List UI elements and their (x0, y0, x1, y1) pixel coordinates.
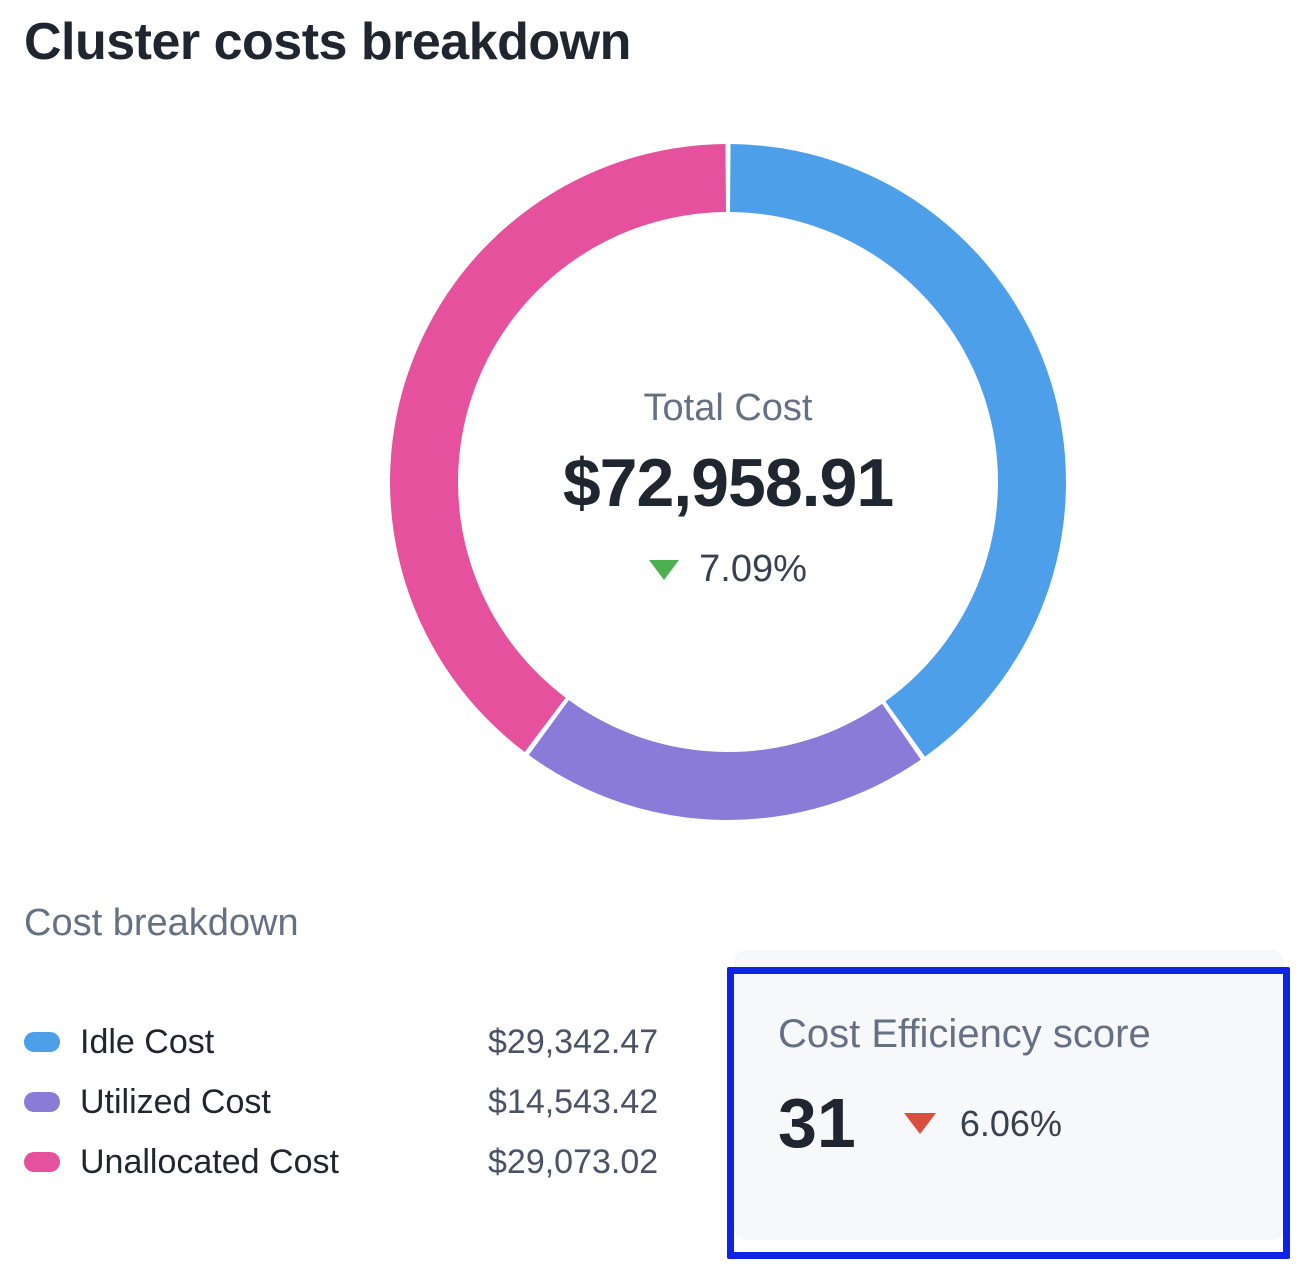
cost-efficiency-card[interactable]: Cost Efficiency score 31 6.06% (734, 950, 1284, 1240)
donut-segment-utilized-cost[interactable] (528, 700, 921, 820)
cost-efficiency-title: Cost Efficiency score (778, 1012, 1151, 1056)
cost-efficiency-score-row: 31 6.06% (778, 1084, 1284, 1162)
legend-row-idle-cost[interactable]: Idle Cost $29,342.47 (24, 1022, 704, 1062)
legend-label: Utilized Cost (80, 1082, 271, 1121)
cost-efficiency-change-value: 6.06% (959, 1102, 1062, 1144)
cost-breakdown-heading: Cost breakdown (24, 902, 299, 944)
donut-chart[interactable]: Total Cost $72,958.91 7.09% (388, 142, 1068, 822)
donut-segment-idle-cost[interactable] (730, 144, 1067, 757)
legend-swatch-icon (24, 1032, 60, 1052)
legend-list: Idle Cost $29,342.47 Utilized Cost $14,543.… (24, 1022, 704, 1202)
legend-row-utilized-cost[interactable]: Utilized Cost $14,543.42 (24, 1082, 704, 1122)
page-title: Cluster costs breakdown (24, 13, 631, 71)
legend-value: $29,342.47 (488, 1022, 659, 1061)
legend-value: $14,543.42 (488, 1082, 659, 1121)
legend-label: Unallocated Cost (80, 1142, 339, 1181)
legend-label: Idle Cost (80, 1022, 215, 1061)
legend-row-unallocated-cost[interactable]: Unallocated Cost $29,073.02 (24, 1142, 704, 1182)
donut-segment-unallocated-cost[interactable] (389, 144, 726, 753)
legend-swatch-icon (24, 1092, 60, 1112)
legend-value: $29,073.02 (488, 1142, 659, 1181)
donut-svg[interactable] (388, 142, 1068, 822)
legend-swatch-icon (24, 1152, 60, 1172)
cost-efficiency-score: 31 (778, 1084, 856, 1162)
decrease-arrow-icon (903, 1113, 936, 1135)
